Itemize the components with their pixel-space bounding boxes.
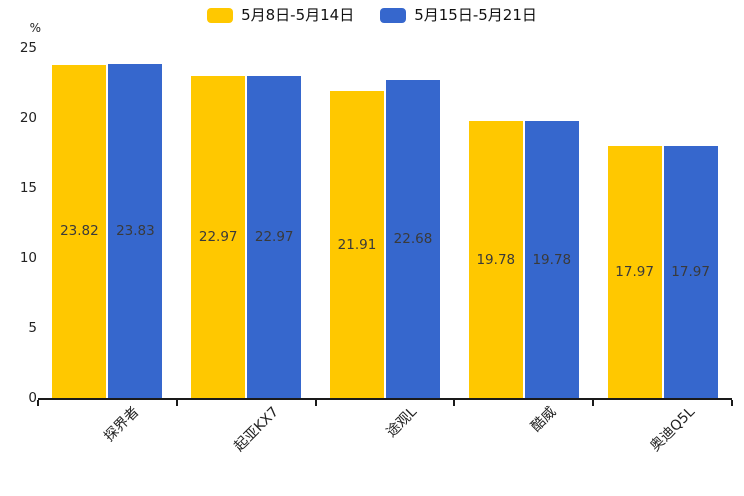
x-axis-line — [38, 398, 732, 400]
x-category-label: 探界者 — [101, 404, 143, 446]
bar-value-label: 17.97 — [615, 264, 654, 281]
y-tick-label: 20 — [19, 110, 37, 126]
y-tick-label: 5 — [28, 320, 37, 336]
bar-value-label: 21.91 — [337, 236, 377, 253]
legend-swatch-blue-icon — [380, 7, 407, 23]
x-category-label: 奥迪Q5L — [647, 404, 698, 455]
y-tick-label: 10 — [19, 250, 37, 266]
bar-value-label: 23.82 — [60, 223, 99, 240]
bar-week2 — [108, 64, 163, 398]
bar-value-label: 22.68 — [393, 231, 433, 248]
bar-value-label: 19.78 — [476, 251, 516, 268]
legend-label: 5月15日-5月21日 — [414, 6, 537, 24]
bar-week1 — [468, 121, 523, 398]
y-tick-label: 15 — [19, 180, 37, 196]
bar-value-label: 23.83 — [116, 223, 155, 240]
x-axis-tick — [37, 400, 39, 406]
bar-value-label: 22.97 — [254, 229, 294, 246]
legend-item-week2[interactable]: 5月15日-5月21日 — [380, 6, 537, 24]
bar-value-label: 17.97 — [671, 264, 710, 281]
x-axis-tick — [314, 400, 317, 406]
bar-week1 — [330, 91, 384, 398]
bar-week2 — [663, 146, 718, 398]
y-tick-label: 25 — [19, 40, 37, 56]
legend: 5月8日-5月14日 5月15日-5月21日 — [0, 6, 744, 24]
x-category-label: 途观L — [383, 404, 421, 441]
bar-week1 — [191, 76, 246, 398]
bar-week1 — [52, 64, 107, 398]
y-tick-label: 0 — [28, 390, 37, 406]
bar-value-label: 22.97 — [198, 229, 238, 246]
x-category-label: 酷威 — [527, 404, 560, 436]
x-category-label: 起亚KX7 — [230, 404, 282, 455]
bar-week2 — [524, 121, 579, 398]
bar-value-label: 19.78 — [532, 251, 572, 268]
legend-swatch-yellow-icon — [207, 7, 234, 23]
x-axis-tick — [175, 400, 178, 406]
x-axis-tick — [453, 400, 456, 406]
bar-week1 — [607, 146, 662, 398]
legend-item-week1[interactable]: 5月8日-5月14日 — [207, 6, 354, 24]
bar-week2 — [247, 76, 302, 398]
bar-week2 — [386, 80, 440, 398]
x-axis-tick — [592, 400, 595, 406]
legend-label: 5月8日-5月14日 — [241, 6, 355, 24]
x-axis-tick — [731, 400, 733, 406]
y-axis-unit-label: % — [29, 21, 41, 35]
